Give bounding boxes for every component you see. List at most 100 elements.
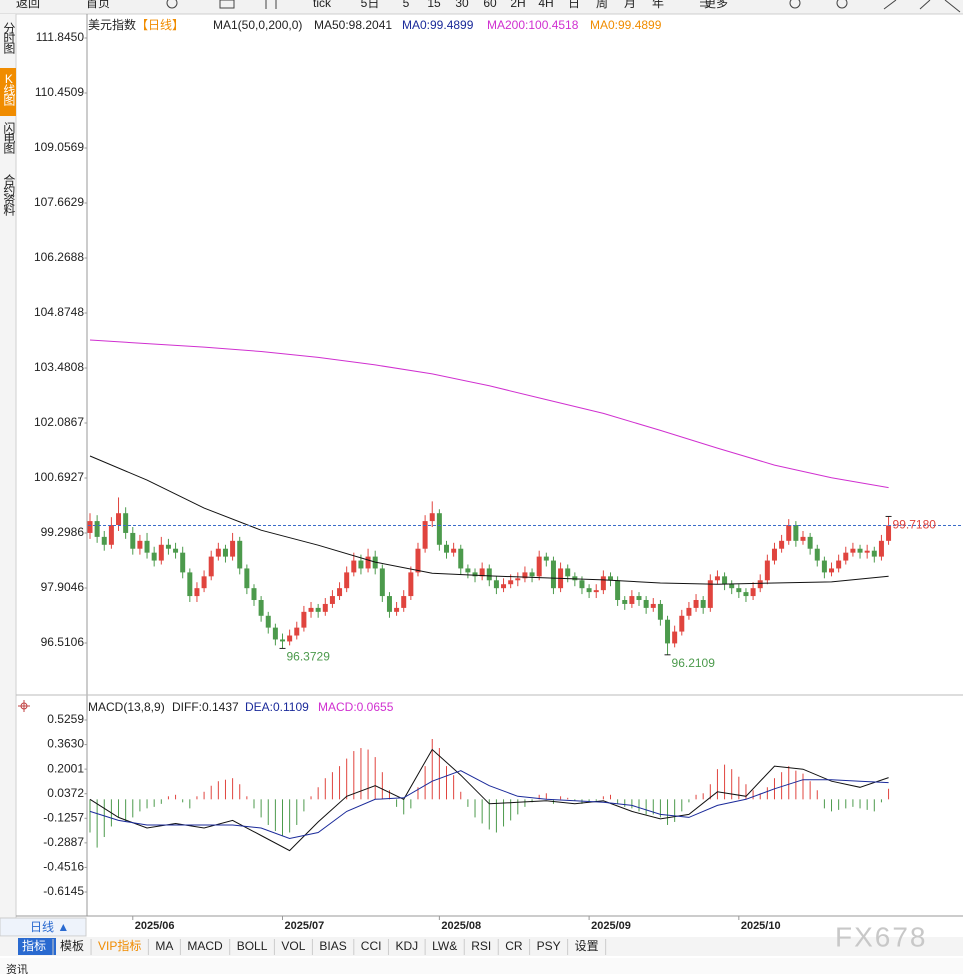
indicator-tab[interactable]: 指标 (22, 938, 46, 953)
candle-body (543, 556, 549, 561)
indicator-tab[interactable]: BOLL (237, 939, 268, 953)
indicator-tab[interactable]: LW& (432, 939, 457, 953)
candle-body (187, 572, 193, 597)
indicator-tab[interactable]: MACD (187, 939, 223, 953)
candle-body (572, 576, 578, 581)
sidebar (0, 14, 16, 918)
footer-label: 资讯 (6, 963, 28, 974)
candle-body (458, 548, 464, 569)
candle-body (258, 600, 264, 616)
y-tick-label: 110.4509 (35, 85, 84, 99)
candle-body (779, 540, 785, 549)
indicator-line (89, 455, 889, 585)
candle-body (315, 607, 321, 612)
candle-body (358, 560, 364, 569)
candle-body (180, 552, 186, 573)
candle-body (165, 544, 171, 549)
indicator-tab[interactable]: PSY (537, 939, 561, 953)
y-tick-label: 96.5106 (41, 635, 85, 649)
toolbar-button[interactable]: 2H (510, 0, 525, 10)
indicator-tab[interactable]: CCI (361, 939, 382, 953)
indicator-tab[interactable]: VIP指标 (98, 938, 141, 953)
toolbar-button[interactable]: 15 (427, 0, 441, 10)
toolbar-button[interactable]: 首页 (86, 0, 110, 10)
legend-item: MACD:0.0655 (318, 700, 394, 714)
toolbar-button[interactable]: 日 (568, 0, 580, 10)
y-tick-label: 106.2688 (34, 250, 84, 264)
toolbar-button[interactable]: 60 (483, 0, 497, 10)
candle-body (137, 540, 143, 549)
toolbar-button[interactable]: 5 (403, 0, 410, 10)
candle-body (586, 588, 592, 593)
indicator-tab[interactable]: KDJ (395, 939, 418, 953)
candle-body (607, 576, 613, 581)
candle-body (522, 572, 528, 579)
extreme-label: 99.7180 (893, 518, 937, 532)
candle-body (650, 603, 656, 608)
settings-icon[interactable] (18, 700, 30, 712)
period-box[interactable] (0, 917, 87, 937)
candle-body (871, 550, 877, 557)
indicator-tab[interactable]: RSI (471, 939, 491, 953)
sidebar-tab[interactable]: 分时图 (2, 22, 16, 54)
indicator-tab[interactable]: VOL (281, 939, 305, 953)
indicator-tab[interactable]: 设置 (575, 939, 599, 953)
candle-body (379, 568, 385, 597)
candle-body (565, 568, 571, 577)
y-tick-label: 100.6927 (34, 470, 84, 484)
candle-body (422, 521, 428, 549)
toolbar-button[interactable]: tick (313, 0, 332, 10)
pane-title: 美元指数 (88, 17, 136, 32)
legend-item: DEA:0.1109 (245, 700, 309, 714)
candle-body (294, 627, 300, 636)
toolbar-button[interactable]: 月 (624, 0, 636, 10)
candle-body (401, 596, 407, 608)
y-tick-label: 107.6629 (34, 195, 84, 209)
y-tick-label: 97.9046 (41, 580, 85, 594)
sidebar-tab[interactable]: 闪电图 (2, 122, 16, 154)
toolbar-button[interactable]: 周 (596, 0, 608, 10)
sidebar-tab[interactable]: 合约资料 (2, 173, 16, 216)
extreme-label: 96.3729 (287, 650, 331, 664)
y-tick-label: 102.0867 (34, 415, 84, 429)
sidebar-tab[interactable]: K线图 (2, 72, 16, 106)
legend-item: DIFF:0.1437 (172, 700, 239, 714)
candle-body (536, 556, 542, 577)
toolbar-button[interactable]: 更多 (704, 0, 728, 10)
candle-body (729, 584, 735, 589)
candle-body (322, 603, 328, 612)
candle-body (222, 548, 228, 557)
toolbar-button[interactable]: 30 (455, 0, 469, 10)
toolbar-button[interactable]: 4H (538, 0, 553, 10)
watermark: FX678 (835, 921, 928, 952)
pane-subtitle: 【日线】 (136, 18, 184, 32)
candle-body (714, 576, 720, 581)
toolbar-button[interactable]: 5日 (361, 0, 380, 10)
candle-body (665, 619, 671, 644)
candle-body (237, 540, 243, 569)
legend-item: MA0:99.4899 (402, 18, 474, 32)
toolbar-button[interactable]: 返回 (16, 0, 40, 10)
candle-body (622, 600, 628, 604)
candle-body (472, 572, 478, 577)
period-selector[interactable]: 日线 ▲ (30, 920, 69, 934)
candle-body (493, 580, 499, 589)
toolbar-button[interactable]: 年 (652, 0, 664, 10)
tab-active[interactable] (18, 938, 56, 955)
candle-body (244, 568, 250, 589)
candle-body (351, 560, 357, 573)
indicator-tab[interactable]: BIAS (319, 939, 346, 953)
indicator-tab[interactable]: 模板 (60, 939, 84, 953)
candle-body (629, 596, 635, 604)
candle-body (451, 548, 457, 553)
indicator-tab[interactable]: MA (155, 939, 173, 953)
indicator-tab[interactable]: CR (505, 939, 523, 953)
footer-bar (0, 958, 963, 974)
candle-body (158, 544, 164, 561)
candle-body (144, 540, 150, 553)
candle-body (251, 588, 257, 601)
candle-body (208, 556, 214, 577)
x-tick-label: 2025/10 (741, 920, 781, 932)
y-tick-label: 0.5259 (47, 712, 84, 726)
